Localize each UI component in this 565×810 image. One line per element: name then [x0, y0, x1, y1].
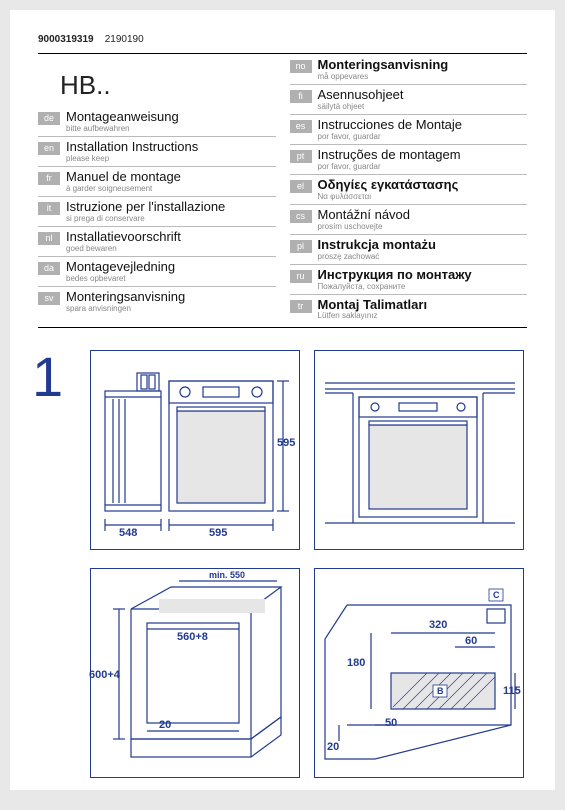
language-title: Montageanweisung — [66, 110, 276, 125]
language-title: Istruzione per l'installazione — [66, 200, 276, 215]
dim-50: 50 — [385, 717, 397, 729]
language-subtitle: à garder soigneusement — [66, 185, 276, 193]
language-row: sv Monteringsanvisningspara anvisningen — [38, 286, 276, 313]
dim-320: 320 — [429, 619, 447, 631]
dim-20: 20 — [327, 741, 339, 753]
language-table: de Montageanweisungbitte aufbewahren en Ins… — [38, 53, 527, 328]
language-title: Monteringsanvisning — [66, 290, 276, 305]
language-title: Montaj Talimatları — [318, 298, 528, 313]
language-subtitle: goed bewaren — [66, 245, 276, 253]
dim-depth: 548 — [119, 527, 137, 539]
diagram-cavity-dimensions: min. 550 560+8 600+4 20 — [90, 568, 300, 778]
language-title: Installatievoorschrift — [66, 230, 276, 245]
language-subtitle: por favor, guardar — [318, 163, 528, 171]
language-subtitle: bitte aufbewahren — [66, 125, 276, 133]
language-row: pl Instrukcja montażuproszę zachować — [290, 234, 528, 261]
language-title: Инструкция по монтажу — [318, 268, 528, 283]
language-code: pt — [290, 150, 312, 163]
dim-base-gap: 20 — [159, 719, 171, 731]
language-code: de — [38, 112, 60, 125]
dim-height: 595 — [277, 437, 295, 449]
language-code: fi — [290, 90, 312, 103]
language-code: da — [38, 262, 60, 275]
section-number: 1 — [32, 344, 63, 409]
language-row: el Οδηγίες εγκατάστασηςΝα φυλάσσεται — [290, 174, 528, 201]
language-subtitle: spara anvisningen — [66, 305, 276, 313]
label-c: C — [493, 590, 500, 600]
dim-180: 180 — [347, 657, 365, 669]
language-code: it — [38, 202, 60, 215]
language-row: ru Инструкция по монтажуПожалуйста, сохра… — [290, 264, 528, 291]
language-row: cs Montážní návodprosím uschovejte — [290, 204, 528, 231]
label-b: B — [437, 686, 444, 696]
language-subtitle: säilytä ohjeet — [318, 103, 528, 111]
language-row: en Installation Instructionsplease keep — [38, 136, 276, 163]
language-code: sv — [38, 292, 60, 305]
language-title: Manuel de montage — [66, 170, 276, 185]
language-code: el — [290, 180, 312, 193]
language-subtitle: Να φυλάσσεται — [318, 193, 528, 201]
language-subtitle: må oppevares — [318, 73, 528, 81]
language-title: Montážní návod — [318, 208, 528, 223]
language-row: nl Installatievoorschriftgoed bewaren — [38, 226, 276, 253]
language-subtitle: por favor, guardar — [318, 133, 528, 141]
language-subtitle: please keep — [66, 155, 276, 163]
dim-cavity-height: 600+4 — [89, 669, 120, 681]
diagram-oven-dimensions: 548 595 595 — [90, 350, 300, 550]
language-row: de Montageanweisungbitte aufbewahren — [38, 107, 276, 133]
language-row: pt Instruções de montagempor favor, guard… — [290, 144, 528, 171]
language-row: no Monteringsanvisningmå oppevares — [290, 55, 528, 81]
language-code: en — [38, 142, 60, 155]
language-row: fi Asennusohjeetsäilytä ohjeet — [290, 84, 528, 111]
language-subtitle: bedes opbevaret — [66, 275, 276, 283]
language-code: no — [290, 60, 312, 73]
language-subtitle: Пожалуйста, сохраните — [318, 283, 528, 291]
dim-min-top: min. 550 — [209, 571, 245, 580]
diagram-connection-dimensions: C B 320 60 180 115 50 20 — [314, 568, 524, 778]
language-title: Instruções de montagem — [318, 148, 528, 163]
language-subtitle: proszę zachować — [318, 253, 528, 261]
language-row: tr Montaj TalimatlarıLütfen saklayınız — [290, 294, 528, 321]
language-title: Montagevejledning — [66, 260, 276, 275]
dim-width: 595 — [209, 527, 227, 539]
dim-inner-width: 560+8 — [177, 631, 208, 643]
dim-115: 115 — [503, 685, 521, 697]
language-title: Monteringsanvisning — [318, 58, 528, 73]
doc-code-1: 9000319319 — [38, 34, 94, 45]
language-row: es Instrucciones de Montajepor favor, gua… — [290, 114, 528, 141]
diagrams-section: 1 — [38, 342, 527, 802]
language-row: fr Manuel de montageà garder soigneusemen… — [38, 166, 276, 193]
language-title: Instrukcja montażu — [318, 238, 528, 253]
language-title: Instrucciones de Montaje — [318, 118, 528, 133]
language-code: pl — [290, 240, 312, 253]
language-code: es — [290, 120, 312, 133]
language-subtitle: prosím uschovejte — [318, 223, 528, 231]
diagram-oven-installed — [314, 350, 524, 550]
language-title: Installation Instructions — [66, 140, 276, 155]
language-subtitle: si prega di conservare — [66, 215, 276, 223]
model-code: HB.. — [60, 70, 111, 101]
language-row: da Montagevejledningbedes opbevaret — [38, 256, 276, 283]
language-title: Οδηγίες εγκατάστασης — [318, 178, 528, 193]
language-code: fr — [38, 172, 60, 185]
doc-code-2: 2190190 — [105, 34, 144, 45]
language-subtitle: Lütfen saklayınız — [318, 312, 528, 320]
language-code: nl — [38, 232, 60, 245]
language-code: cs — [290, 210, 312, 223]
language-code: tr — [290, 300, 312, 313]
language-code: ru — [290, 270, 312, 283]
dim-60: 60 — [465, 635, 477, 647]
language-row: it Istruzione per l'installazionesi prega… — [38, 196, 276, 223]
language-title: Asennusohjeet — [318, 88, 528, 103]
